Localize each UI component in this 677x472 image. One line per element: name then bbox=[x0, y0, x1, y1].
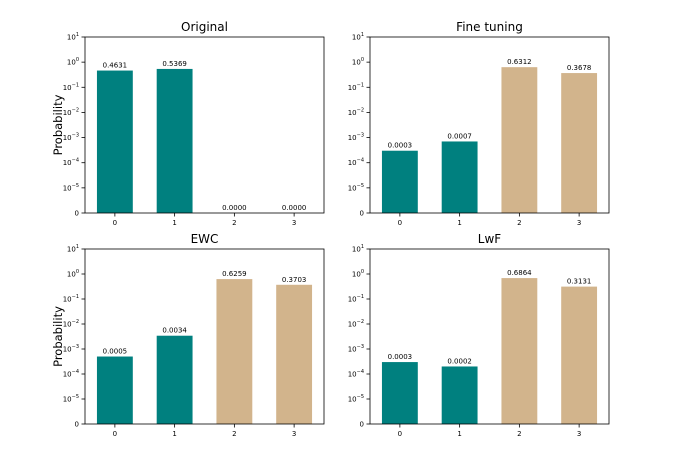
x-tick-label: 0 bbox=[398, 219, 402, 227]
x-tick-label: 0 bbox=[113, 430, 117, 438]
bar-value-label: 0.0002 bbox=[447, 357, 472, 365]
x-tick-label: 2 bbox=[232, 219, 236, 227]
bar-value-label: 0.3678 bbox=[567, 64, 592, 72]
y-tick-label: 0 bbox=[360, 210, 364, 218]
y-tick-label: 100 bbox=[67, 57, 79, 67]
bar-value-label: 0.0003 bbox=[388, 142, 413, 150]
bar-0-0 bbox=[96, 70, 133, 213]
y-tick-label: 10−4 bbox=[63, 158, 79, 168]
bar-2-2 bbox=[216, 279, 253, 424]
y-tick-label: 10−1 bbox=[63, 294, 79, 304]
x-tick-label: 1 bbox=[457, 430, 461, 438]
y-tick-label: 10−3 bbox=[348, 344, 364, 354]
bar-value-label: 0.0003 bbox=[388, 353, 413, 361]
x-tick-label: 3 bbox=[577, 219, 581, 227]
bar-value-label: 0.0007 bbox=[447, 132, 472, 140]
y-tick-label: 100 bbox=[67, 269, 79, 279]
y-tick-label: 101 bbox=[352, 32, 364, 42]
bar-2-3 bbox=[276, 284, 313, 424]
y-tick-label: 100 bbox=[352, 269, 364, 279]
y-tick-label: 10−4 bbox=[348, 158, 364, 168]
bar-1-1 bbox=[441, 141, 478, 213]
bar-value-label: 0.0000 bbox=[282, 204, 307, 212]
bar-value-label: 0.0005 bbox=[103, 348, 128, 356]
bar-3-0 bbox=[381, 362, 418, 424]
y-tick-label: 10−1 bbox=[348, 294, 364, 304]
bar-value-label: 0.6864 bbox=[507, 269, 532, 277]
chart-panel-2: 0.0005 0.0034 0.6259 0.3703 0 10−5 10−4 10−3 10−… bbox=[51, 232, 325, 438]
axes-frame bbox=[84, 248, 325, 425]
y-tick-label: 10−5 bbox=[63, 183, 79, 193]
y-tick-label: 10−3 bbox=[63, 133, 79, 143]
y-tick-label: 10−3 bbox=[63, 344, 79, 354]
x-tick-label: 0 bbox=[113, 219, 117, 227]
chart-panel-3: 0.0003 0.0002 0.6864 0.3131 0 10−5 10−4 10−3 10−… bbox=[348, 232, 610, 438]
bar-3-3 bbox=[561, 286, 598, 424]
y-tick-label: 10−5 bbox=[63, 394, 79, 404]
axes-frame bbox=[84, 36, 325, 214]
chart-title: LwF bbox=[478, 232, 502, 246]
y-tick-label: 10−2 bbox=[348, 319, 364, 329]
y-tick-label: 101 bbox=[67, 32, 79, 42]
y-tick-label: 101 bbox=[352, 244, 364, 254]
y-tick-label: 10−4 bbox=[63, 369, 79, 379]
y-tick-label: 10−2 bbox=[63, 107, 79, 117]
y-tick-label: 10−2 bbox=[63, 319, 79, 329]
axes-frame bbox=[369, 36, 610, 214]
x-tick-label: 3 bbox=[577, 430, 581, 438]
x-tick-label: 2 bbox=[517, 430, 521, 438]
x-tick-label: 2 bbox=[517, 219, 521, 227]
bar-1-2 bbox=[501, 67, 538, 213]
chart-title: Fine tuning bbox=[456, 20, 523, 34]
bar-value-label: 0.6312 bbox=[507, 58, 532, 66]
bar-2-1 bbox=[156, 335, 193, 424]
bar-value-label: 0.3131 bbox=[567, 278, 592, 286]
bar-value-label: 0.5369 bbox=[162, 60, 187, 68]
y-tick-label: 10−2 bbox=[348, 107, 364, 117]
bar-value-label: 0.4631 bbox=[103, 62, 128, 70]
x-tick-label: 2 bbox=[232, 430, 236, 438]
bar-value-label: 0.0034 bbox=[162, 327, 187, 335]
y-tick-label: 0 bbox=[75, 421, 79, 429]
bar-2-0 bbox=[96, 356, 133, 424]
x-tick-label: 3 bbox=[292, 219, 296, 227]
y-tick-label: 10−5 bbox=[348, 183, 364, 193]
y-axis-label: Probability bbox=[51, 306, 65, 367]
bar-3-2 bbox=[501, 278, 538, 424]
x-tick-label: 1 bbox=[457, 219, 461, 227]
chart-panel-0: 0.4631 0.5369 0.0000 0.0000 0 10−5 10−4 10−3 10−… bbox=[51, 20, 325, 227]
x-tick-label: 3 bbox=[292, 430, 296, 438]
y-tick-label: 10−1 bbox=[348, 82, 364, 92]
x-tick-label: 1 bbox=[172, 430, 176, 438]
y-tick-label: 10−3 bbox=[348, 133, 364, 143]
chart-title: EWC bbox=[191, 232, 219, 246]
bar-value-label: 0.6259 bbox=[222, 270, 247, 278]
chart-title: Original bbox=[181, 20, 228, 34]
bar-3-1 bbox=[441, 366, 478, 424]
y-tick-label: 0 bbox=[360, 421, 364, 429]
y-tick-label: 10−4 bbox=[348, 369, 364, 379]
y-tick-label: 101 bbox=[67, 244, 79, 254]
bar-value-label: 0.3703 bbox=[282, 276, 307, 284]
x-tick-label: 1 bbox=[172, 219, 176, 227]
y-axis-label: Probability bbox=[51, 94, 65, 155]
bar-0-1 bbox=[156, 68, 193, 213]
x-tick-label: 0 bbox=[398, 430, 402, 438]
bar-1-0 bbox=[381, 150, 418, 213]
y-tick-label: 10−5 bbox=[348, 394, 364, 404]
bar-value-label: 0.0000 bbox=[222, 204, 247, 212]
axes-frame bbox=[369, 248, 610, 425]
y-tick-label: 0 bbox=[75, 210, 79, 218]
chart-panel-1: 0.0003 0.0007 0.6312 0.3678 0 10−5 10−4 10−3 10−… bbox=[348, 20, 610, 227]
y-tick-label: 100 bbox=[352, 57, 364, 67]
y-tick-label: 10−1 bbox=[63, 82, 79, 92]
bar-1-3 bbox=[561, 73, 598, 213]
